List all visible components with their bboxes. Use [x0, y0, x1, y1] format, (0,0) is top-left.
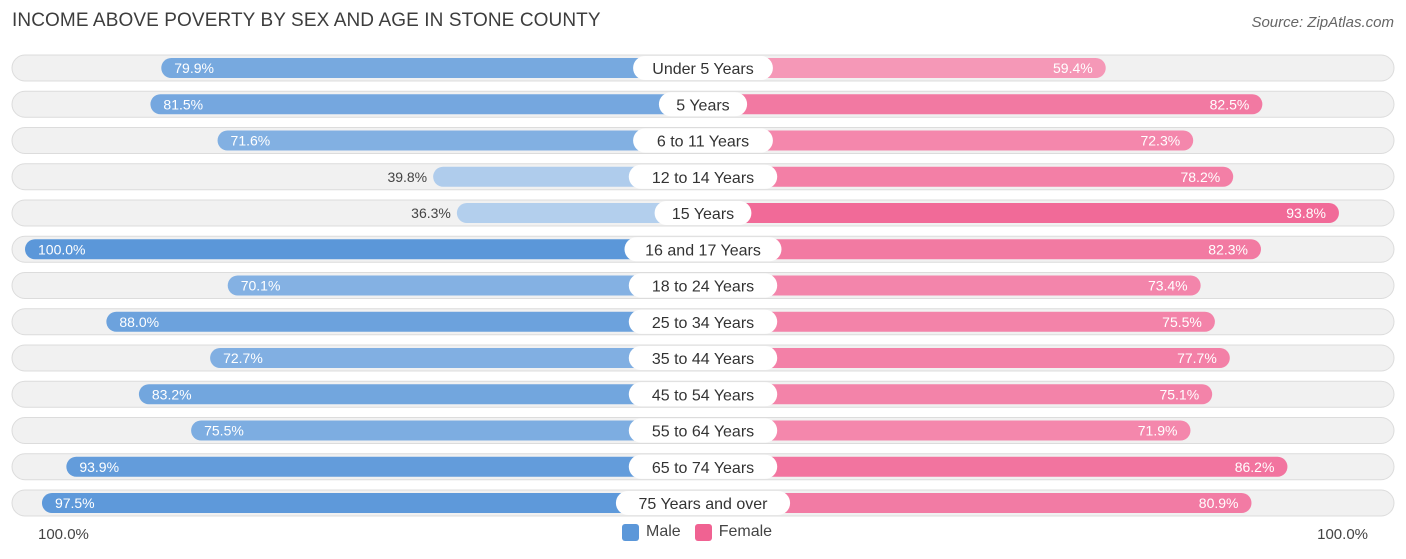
bar-female [703, 239, 1261, 260]
value-label-male: 88.0% [119, 314, 159, 330]
bar-male [191, 420, 704, 441]
bar-male [41, 493, 703, 513]
value-label-male: 36.3% [411, 205, 451, 221]
legend-swatch-male [622, 523, 639, 541]
bar-male [161, 58, 703, 78]
bar-male [210, 348, 703, 368]
value-label-female: 80.9% [1199, 495, 1239, 511]
value-label-male: 72.7% [223, 350, 263, 366]
category-pill [654, 201, 752, 225]
axis-right-label: 100.0% [1317, 526, 1368, 543]
category-label: 5 Years [676, 97, 729, 114]
bar-male [25, 239, 703, 260]
bar-female [703, 384, 1213, 405]
category-pill [628, 346, 778, 370]
category-label: 65 to 74 Years [652, 460, 754, 477]
bar-chart: 79.9% 59.4% Under 5 Years 81.5% 82.5% 5 Years… [11, 54, 1395, 517]
category-label: 6 to 11 Years [657, 134, 749, 151]
category-label: 15 Years [672, 206, 734, 223]
value-label-female: 59.4% [1053, 60, 1093, 76]
axis-left-label: 100.0% [38, 526, 89, 543]
bar-female [703, 420, 1191, 441]
category-label: 45 to 54 Years [652, 387, 754, 404]
value-label-female: 73.4% [1148, 278, 1188, 294]
bar-female [703, 348, 1230, 368]
category-pill [628, 454, 778, 479]
category-label: 55 to 64 Years [652, 424, 754, 441]
legend-label-female: Female [718, 523, 773, 540]
category-label: 16 and 17 Years [645, 242, 761, 259]
chart-title: INCOME ABOVE POVERTY BY SEX AND AGE IN S… [12, 10, 601, 31]
value-label-female: 75.1% [1159, 386, 1199, 402]
category-pill [628, 164, 778, 189]
bar-male [150, 94, 703, 115]
category-label: 12 to 14 Years [652, 170, 754, 187]
category-pill [628, 273, 778, 298]
value-label-male: 83.2% [152, 386, 192, 402]
bar-male [106, 311, 704, 332]
value-label-female: 78.2% [1180, 169, 1220, 185]
category-pill [633, 128, 773, 153]
bar-female [703, 493, 1252, 513]
category-pill [628, 382, 778, 407]
category-pill [628, 309, 778, 334]
chart-source: Source: ZipAtlas.com [1251, 14, 1394, 31]
category-label: Under 5 Years [652, 61, 753, 78]
legend-item-male: Male [622, 523, 681, 541]
bar-female [703, 94, 1263, 115]
bar-male [227, 275, 704, 296]
value-label-female: 82.3% [1208, 241, 1248, 257]
value-label-male: 97.5% [55, 495, 95, 511]
legend-label-male: Male [646, 523, 681, 540]
value-label-male: 71.6% [231, 133, 271, 149]
bar-female [703, 166, 1234, 187]
legend: Male Female [622, 523, 786, 541]
value-label-male: 75.5% [204, 423, 244, 439]
category-pill [633, 56, 773, 80]
bar-female [703, 58, 1106, 78]
bar-female [703, 311, 1215, 332]
value-label-female: 86.2% [1235, 459, 1275, 475]
bar-male [217, 130, 703, 151]
bar-female [703, 203, 1339, 223]
category-label: 18 to 24 Years [652, 279, 754, 296]
bar-female [703, 275, 1201, 296]
value-label-female: 75.5% [1162, 314, 1202, 330]
value-label-male: 39.8% [387, 169, 427, 185]
bar-male [456, 203, 703, 223]
value-label-male: 70.1% [241, 278, 281, 294]
value-label-female: 71.9% [1138, 423, 1178, 439]
value-label-female: 93.8% [1286, 205, 1326, 221]
category-pill [658, 92, 748, 117]
category-label: 35 to 44 Years [652, 351, 754, 368]
category-label: 75 Years and over [639, 496, 769, 513]
value-label-male: 93.9% [79, 459, 119, 475]
category-pill [615, 491, 791, 515]
value-label-male: 79.9% [174, 60, 214, 76]
bar-male [138, 384, 704, 405]
legend-item-female: Female [694, 523, 773, 541]
category-pill [628, 418, 778, 443]
value-label-female: 82.5% [1210, 96, 1250, 112]
bar-male [66, 456, 703, 477]
value-label-male: 81.5% [163, 96, 203, 112]
bar-female [703, 130, 1194, 151]
legend-swatch-female [694, 523, 712, 541]
value-label-male: 100.0% [38, 241, 85, 257]
value-label-female: 77.7% [1177, 350, 1217, 366]
category-label: 25 to 34 Years [652, 315, 754, 332]
value-label-female: 72.3% [1140, 133, 1180, 149]
category-pill [624, 237, 782, 262]
bar-female [703, 456, 1288, 477]
